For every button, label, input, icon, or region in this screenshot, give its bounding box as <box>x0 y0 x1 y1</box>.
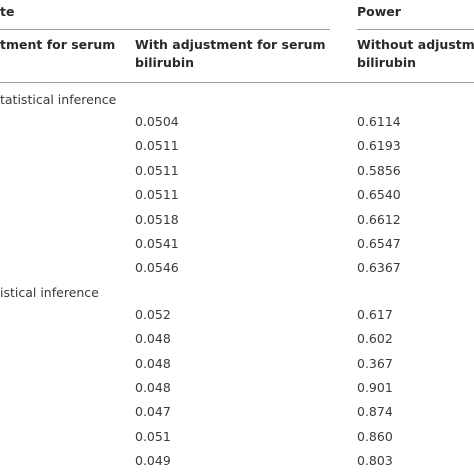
header-rule <box>0 29 330 30</box>
cell: 0.6540 <box>357 187 401 203</box>
column-header: With adjustment for serum <box>135 37 326 52</box>
cell: 0.367 <box>357 355 393 371</box>
column-header: bilirubin <box>135 55 194 70</box>
cell: 0.6367 <box>357 260 401 276</box>
cell: 0.048 <box>135 355 171 371</box>
cell: 0.051 <box>135 428 171 444</box>
column-header: tment for serum <box>0 37 116 52</box>
cell: 0.874 <box>357 404 393 420</box>
cell: 0.048 <box>135 380 171 395</box>
cell: 0.0518 <box>135 211 179 227</box>
header-rule <box>357 29 474 30</box>
group-header: Power <box>357 4 401 19</box>
section-label: tatistical inference <box>0 92 117 107</box>
group-header: te <box>0 4 15 19</box>
cell: 0.602 <box>357 331 393 347</box>
cell: 0.6114 <box>357 114 401 129</box>
cell: 0.0511 <box>135 138 179 154</box>
cell: 0.048 <box>135 331 171 347</box>
cell: 0.6547 <box>357 236 401 251</box>
cell: 0.0541 <box>135 236 179 251</box>
cell: 0.803 <box>357 453 393 469</box>
column-header: Without adjustm <box>357 37 474 52</box>
cell: 0.6612 <box>357 211 401 227</box>
section-label: istical inference <box>0 284 99 300</box>
cell: 0.0511 <box>135 187 179 203</box>
column-header: bilirubin <box>357 55 416 70</box>
cell: 0.901 <box>357 380 393 395</box>
cell: 0.0504 <box>135 114 179 129</box>
cell: 0.0546 <box>135 260 179 276</box>
cell: 0.6193 <box>357 138 401 154</box>
header-rule <box>0 82 474 83</box>
cell: 0.049 <box>135 453 171 469</box>
cell: 0.047 <box>135 404 171 420</box>
cell: 0.617 <box>357 306 393 322</box>
cell: 0.052 <box>135 306 171 322</box>
cell: 0.5856 <box>357 162 401 178</box>
cell: 0.860 <box>357 428 393 444</box>
cell: 0.0511 <box>135 162 179 178</box>
